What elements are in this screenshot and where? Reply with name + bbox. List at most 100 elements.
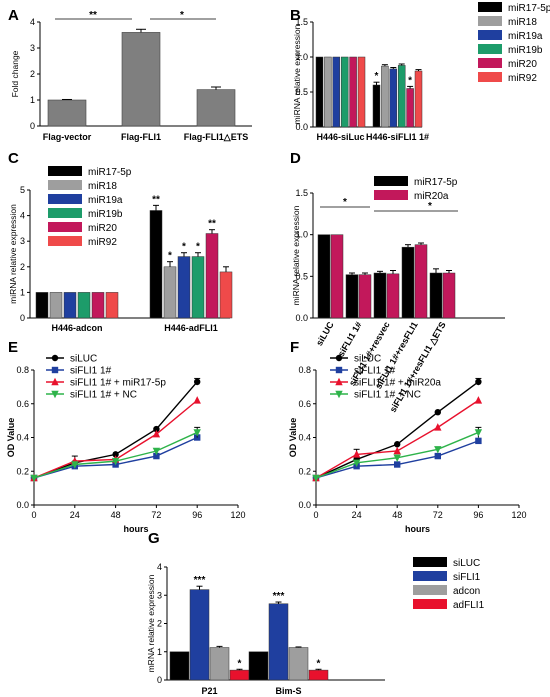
bar xyxy=(105,292,119,319)
x-tick-label: 96 xyxy=(192,510,202,520)
data-point-marker xyxy=(335,390,343,399)
y-tick-label: 1.0 xyxy=(295,52,308,62)
significance-mark: ** xyxy=(208,219,216,230)
data-point-marker xyxy=(30,474,38,483)
y-tick-label: 1 xyxy=(30,95,35,105)
y-tick-label: 0 xyxy=(157,675,162,685)
legend-entry: siFLI1 1# + miR17-5p xyxy=(70,378,166,389)
legend-swatch xyxy=(374,176,408,186)
y-tick-label: 0.2 xyxy=(16,466,29,476)
y-tick-label: 0.6 xyxy=(298,399,311,409)
x-category-label: Flag-vector xyxy=(43,132,92,142)
y-tick-label: 0.4 xyxy=(16,433,29,443)
legend-swatch xyxy=(413,557,447,567)
significance-label: * xyxy=(343,197,347,208)
legend-entry: miR20a xyxy=(414,191,449,202)
legend-entry: adcon xyxy=(453,586,480,597)
data-point-marker xyxy=(152,429,161,438)
legend-entry: siFLI1 1# xyxy=(70,366,112,377)
y-axis-label: miRNA relative expression xyxy=(292,24,302,124)
legend-entry: siFLI1 1# + NC xyxy=(70,390,137,401)
legend-entry: miR92 xyxy=(88,237,117,248)
data-point-marker xyxy=(112,451,119,458)
y-tick-label: 0.0 xyxy=(16,500,29,510)
bar xyxy=(121,32,161,127)
data-point-marker xyxy=(335,377,343,386)
data-point-marker xyxy=(71,461,79,469)
legend-swatch xyxy=(48,166,82,176)
x-category-label: H446-adcon xyxy=(51,323,102,333)
x-tick-label: 120 xyxy=(230,510,245,520)
bar xyxy=(268,603,289,681)
legend-swatch xyxy=(413,599,447,609)
y-tick-label: 2 xyxy=(30,69,35,79)
data-point-marker xyxy=(51,377,59,386)
bar xyxy=(191,256,205,319)
data-point-marker xyxy=(335,354,343,362)
y-axis-label: miRNA relative expression xyxy=(8,204,18,304)
x-tick-label: 24 xyxy=(352,510,362,520)
x-axis-label: hours xyxy=(405,524,430,534)
bar xyxy=(373,272,387,319)
y-tick-label: 4 xyxy=(30,17,35,27)
bar xyxy=(406,88,414,128)
data-point-marker xyxy=(193,396,201,404)
legend-swatch xyxy=(48,236,82,246)
bar xyxy=(414,244,428,319)
x-tick-label: 96 xyxy=(473,510,483,520)
legend-swatch xyxy=(413,571,447,581)
data-point-marker xyxy=(193,429,201,437)
data-point-marker xyxy=(475,437,482,445)
y-axis-label: miRNA relative expression xyxy=(291,205,301,305)
y-tick-label: 0.8 xyxy=(16,365,29,375)
bar xyxy=(35,292,49,319)
panel-label-e: E xyxy=(8,339,18,356)
bar xyxy=(414,70,423,128)
x-category-label: siLUC xyxy=(314,320,336,348)
significance-mark: * xyxy=(375,71,379,82)
data-point-marker xyxy=(194,378,201,386)
data-point-marker xyxy=(434,446,442,454)
bar xyxy=(401,246,415,319)
y-tick-label: 0.2 xyxy=(298,466,311,476)
bar xyxy=(91,292,105,319)
y-tick-label: 5 xyxy=(20,185,25,195)
legend-entry: siFLI1 1# + miR20a xyxy=(354,378,441,389)
x-tick-label: 120 xyxy=(511,510,526,520)
bar xyxy=(345,274,359,319)
data-point-marker xyxy=(153,425,160,433)
bar xyxy=(77,292,91,319)
data-point-marker xyxy=(394,441,401,448)
significance-label: ** xyxy=(89,10,97,21)
bar xyxy=(63,292,77,319)
bar xyxy=(149,210,163,319)
bar xyxy=(386,273,400,319)
bar xyxy=(205,233,219,319)
bar xyxy=(317,234,331,319)
y-tick-label: 2 xyxy=(20,262,25,272)
panel-label-f: F xyxy=(290,339,299,356)
x-category-label: H446-siLuc xyxy=(316,132,364,142)
y-tick-label: 0.0 xyxy=(298,500,311,510)
y-tick-label: 0.5 xyxy=(295,271,308,281)
significance-mark: * xyxy=(317,658,321,669)
bar xyxy=(288,647,309,681)
data-point-marker xyxy=(394,461,401,468)
bar xyxy=(219,271,233,319)
x-tick-label: 0 xyxy=(313,510,318,520)
y-tick-label: 2 xyxy=(157,619,162,629)
bar xyxy=(429,272,443,319)
legend-entry: miR17-5p xyxy=(414,177,458,188)
data-point-marker xyxy=(434,423,442,431)
legend-entry: miR19b xyxy=(88,209,123,220)
legend-swatch xyxy=(478,58,502,68)
data-point-marker xyxy=(51,366,59,374)
data-point-marker xyxy=(434,408,441,416)
significance-mark: * xyxy=(196,242,200,253)
bar xyxy=(442,272,456,319)
bar xyxy=(47,99,87,127)
data-point-marker xyxy=(393,454,401,462)
bar xyxy=(189,589,210,681)
x-tick-label: 72 xyxy=(433,510,443,520)
